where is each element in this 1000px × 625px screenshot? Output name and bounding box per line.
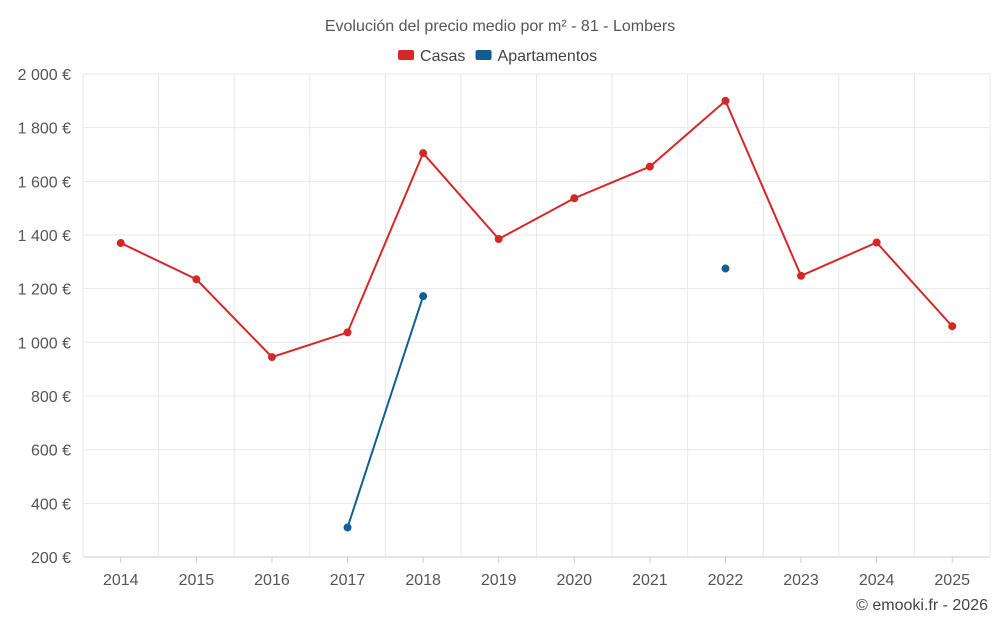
legend-label-casas: Casas [420,48,465,65]
chart-title: Evolución del precio medio por m² - 81 -… [325,18,675,35]
x-tick-label: 2022 [708,572,744,589]
data-point-casas [797,271,806,280]
x-tick-label: 2015 [179,572,215,589]
x-tick-label: 2017 [330,572,366,589]
data-point-casas [721,96,730,105]
x-tick-label: 2020 [556,572,592,589]
y-tick-label: 1 600 € [18,174,71,191]
y-tick-label: 200 € [31,550,71,567]
data-point-casas [116,239,125,248]
y-tick-label: 1 200 € [18,282,71,299]
series-line-casas [120,99,953,359]
y-tick-label: 600 € [31,443,71,460]
data-point-casas [419,149,428,158]
y-tick-label: 1 800 € [18,121,71,138]
data-point-casas [192,275,201,284]
x-tick-label: 2019 [481,572,517,589]
legend-label-apartamentos: Apartamentos [498,48,598,65]
x-tick-label: 2023 [783,572,819,589]
x-tick-label: 2021 [632,572,668,589]
x-tick-label: 2025 [934,572,970,589]
legend-swatch-apartamentos [475,50,492,60]
legend-swatch-casas [398,50,415,60]
data-point-casas [570,194,579,203]
data-point-apartamentos [419,292,428,301]
y-tick-label: 400 € [31,496,71,513]
data-point-casas [645,162,654,171]
y-tick-label: 800 € [31,389,71,406]
grid [82,73,991,558]
data-point-casas [948,322,957,331]
x-tick-label: 2016 [254,572,290,589]
data-point-apartamentos [721,264,730,273]
y-tick-label: 1 400 € [18,228,71,245]
y-tick-label: 2 000 € [18,67,71,84]
x-tick-label: 2014 [103,572,139,589]
x-tick-label: 2024 [859,572,895,589]
data-point-casas [872,238,881,247]
x-tick-label: 2018 [405,572,441,589]
credit-text: © emooki.fr - 2026 [856,597,988,614]
y-axis-ticks: 200 € 400 € 600 € 800 € 1 000 € 1 200 € 1 400 … [18,67,71,567]
y-tick-label: 1 000 € [18,335,71,352]
data-point-apartamentos [343,523,352,532]
data-point-casas [267,353,276,362]
legend: Casas Apartamentos [398,48,597,65]
data-point-casas [343,328,352,337]
x-axis-ticks: 2014 2015 2016 2017 2018 2019 2020 2021 2022 2023… [103,557,970,589]
series-layer [116,96,957,532]
data-point-casas [494,235,503,244]
